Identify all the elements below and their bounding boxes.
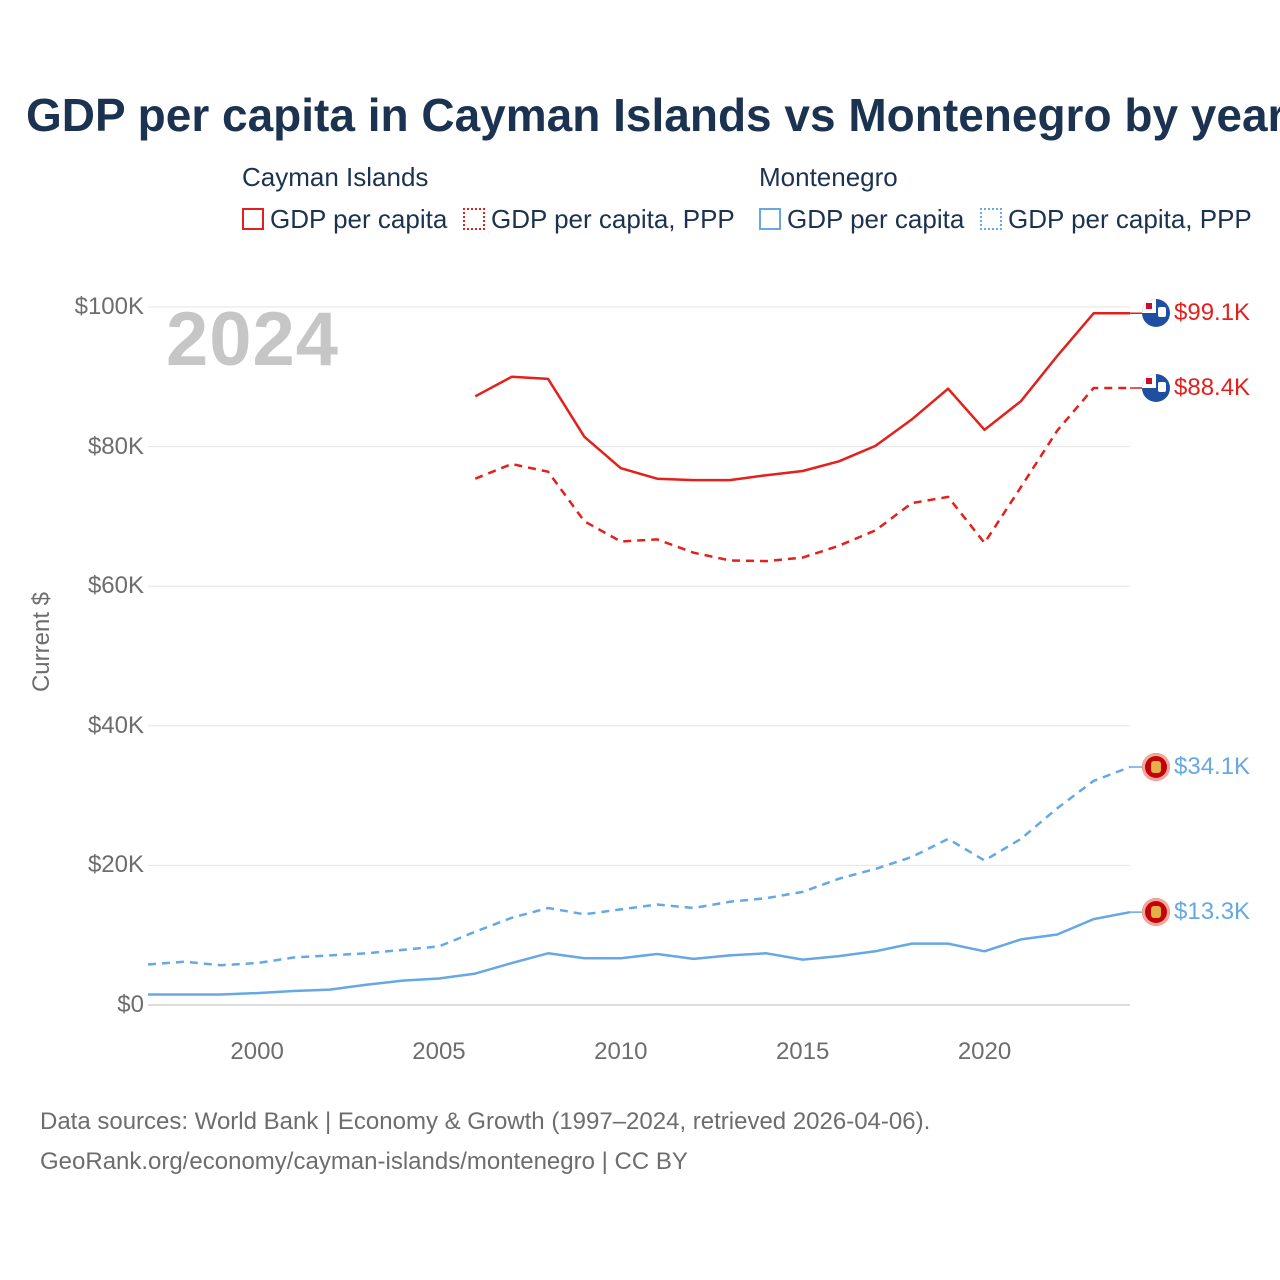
- legend-swatch-dotted-red: [463, 208, 485, 230]
- chart-title: GDP per capita in Cayman Islands vs Mont…: [26, 89, 1280, 141]
- y-tick-label: $100K: [74, 293, 144, 320]
- y-tick-label: $40K: [87, 711, 144, 739]
- y-tick-label: $0: [117, 991, 144, 1018]
- montenegro-flag-icon: [1142, 898, 1170, 927]
- legend-label: GDP per capita, PPP: [491, 203, 735, 234]
- legend-swatch-solid-red: [242, 208, 264, 230]
- y-tick-label: $60K: [87, 572, 144, 600]
- source-note: Data sources: World Bank | Economy & Gro…: [40, 1108, 931, 1135]
- x-tick-label: 2000: [230, 1038, 284, 1065]
- legend-group-cayman-islands: Cayman Islands: [242, 162, 429, 192]
- legend-label: GDP per capita, PPP: [1008, 203, 1252, 234]
- cayman-islands-flag-icon: [1142, 299, 1170, 328]
- series-line-0[interactable]: [474, 312, 1130, 482]
- series-line-3[interactable]: [148, 910, 1131, 996]
- legend-item-montenegro-gdp-ppp[interactable]: GDP per capita, PPP: [980, 203, 1252, 235]
- series-line-2[interactable]: [147, 765, 1131, 967]
- cayman-islands-flag-icon: [1142, 373, 1170, 402]
- legend-item-cayman-gdp-ppp[interactable]: GDP per capita, PPP: [463, 203, 735, 235]
- legend-label: GDP per capita: [787, 203, 965, 234]
- series-line-1[interactable]: [474, 386, 1130, 563]
- legend-group-montenegro: Montenegro: [759, 162, 898, 192]
- legend-label: GDP per capita: [270, 203, 448, 234]
- legend-swatch-dotted-blue: [980, 208, 1002, 230]
- series-end-label: $99.1K: [1174, 299, 1251, 327]
- montenegro-flag-icon: [1142, 752, 1170, 781]
- x-tick-label: 2010: [594, 1038, 648, 1065]
- series-end-label: $13.3K: [1174, 898, 1251, 926]
- year-label: 2024: [166, 297, 340, 382]
- x-tick-label: 2015: [775, 1038, 830, 1065]
- legend-swatch-solid-blue: [759, 208, 781, 230]
- legend-item-cayman-gdp[interactable]: GDP per capita: [242, 203, 447, 235]
- y-tick-label: $80K: [87, 432, 144, 460]
- source-link[interactable]: GeoRank.org/economy/cayman-islands/monte…: [40, 1148, 688, 1175]
- series-end-label: $34.1K: [1174, 752, 1251, 780]
- y-axis-title: Current $: [28, 591, 55, 693]
- legend-item-montenegro-gdp[interactable]: GDP per capita: [759, 203, 964, 235]
- y-tick-label: $20K: [87, 851, 144, 879]
- x-tick-label: 2020: [957, 1038, 1012, 1065]
- x-tick-label: 2005: [412, 1038, 466, 1065]
- series-end-label: $88.4K: [1174, 373, 1251, 401]
